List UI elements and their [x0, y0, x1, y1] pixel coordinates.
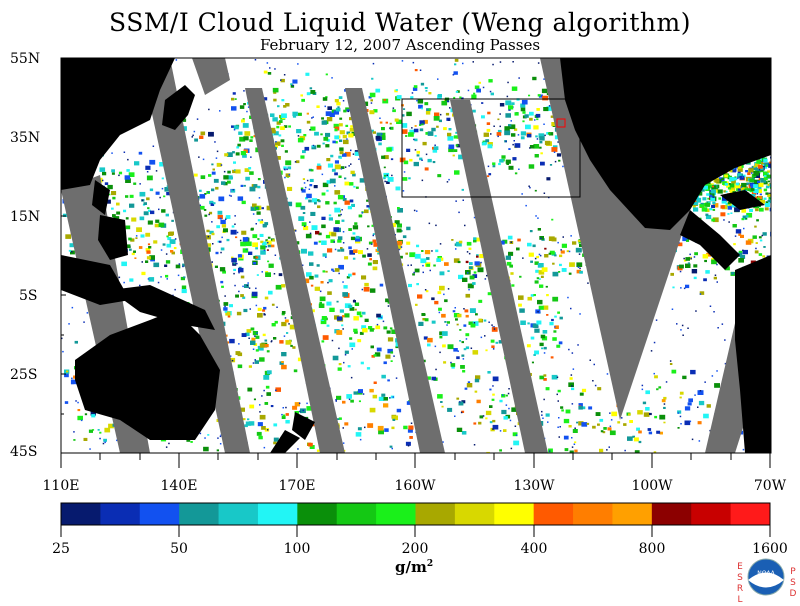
swath-gap-3 [245, 88, 345, 453]
units-base: g/m [395, 558, 427, 576]
lon-label-140e: 140E [160, 478, 198, 494]
noaa-logo-text: NOAA [757, 570, 775, 577]
logo-letter: D [789, 589, 797, 599]
colorbar-label-400: 400 [520, 541, 548, 557]
lat-label-35n: 35N [10, 130, 41, 146]
caribbean-islands [720, 190, 765, 210]
logo-letters-left: E S R L [736, 562, 744, 606]
colorbar-swatch [494, 503, 535, 525]
borneo [61, 255, 130, 305]
colorbar-swatch [218, 503, 259, 525]
asia-mainland [61, 58, 175, 190]
lon-label-100w: 100W [631, 478, 673, 494]
colorbar-ticks [60, 525, 771, 537]
colorbar-swatch [573, 503, 613, 525]
noaa-logo-bird [748, 572, 784, 588]
central-america [680, 210, 740, 270]
land-masses [61, 58, 771, 453]
colorbar [60, 502, 771, 526]
north-america [560, 58, 771, 230]
colorbar-swatch [730, 503, 771, 525]
colorbar-label-200: 200 [401, 541, 429, 557]
colorbar-label-50: 50 [170, 541, 188, 557]
logo-letter: P [790, 567, 796, 577]
swath-gap-2 [140, 58, 250, 453]
lon-label-170e: 170E [278, 478, 316, 494]
colorbar-label-800: 800 [638, 541, 666, 557]
lat-label-25s: 25S [10, 367, 38, 383]
colorbar-label-100: 100 [283, 541, 311, 557]
lat-label-45s: 45S [10, 444, 38, 460]
location-marker [556, 118, 566, 128]
lon-label-130w: 130W [513, 478, 555, 494]
lon-label-70w: 70W [753, 478, 787, 494]
new-guinea [110, 285, 215, 330]
colorbar-swatch [139, 503, 180, 525]
longitude-ticks [60, 453, 771, 468]
swath-gap-5 [450, 100, 548, 453]
logo-letter: S [737, 573, 743, 583]
colorbar-swatch [691, 503, 732, 525]
lat-label-15n: 15N [10, 209, 41, 225]
lat-label-55n: 55N [10, 51, 41, 67]
south-america [735, 255, 771, 453]
map-title: SSM/I Cloud Liquid Water (Weng algorithm… [109, 8, 691, 37]
colorbar-swatch [376, 503, 416, 525]
region-box [401, 98, 581, 198]
logo-letter: S [790, 578, 796, 588]
new-zealand-north [292, 412, 315, 440]
new-zealand-south [270, 430, 300, 453]
colorbar-label-1600: 1600 [752, 541, 788, 557]
logo-letters-right: P S D [789, 567, 797, 600]
noaa-logo: NOAA [747, 558, 785, 596]
colorbar-swatch [651, 503, 692, 525]
latitude-ticks [61, 57, 66, 454]
map-subtitle: February 12, 2007 Ascending Passes [259, 36, 541, 54]
lon-label-110e: 110E [42, 478, 80, 494]
colorbar-swatch [454, 503, 495, 525]
philippines [98, 215, 128, 260]
colorbar-swatch [336, 503, 377, 525]
colorbar-units: g/m2 [395, 558, 433, 576]
colorbar-swatch [533, 503, 574, 525]
units-exponent: 2 [426, 559, 434, 569]
australia [75, 310, 220, 440]
logo-letter: L [737, 595, 743, 605]
colorbar-swatch [257, 503, 298, 525]
colorbar-swatch [415, 503, 456, 525]
colorbar-swatch [100, 503, 141, 525]
colorbar-swatch [179, 503, 220, 525]
taiwan [92, 180, 110, 215]
japan [162, 85, 195, 130]
lon-label-160w: 160W [394, 478, 436, 494]
colorbar-swatch [61, 503, 101, 525]
swath-gap-4 [345, 88, 445, 453]
colorbar-swatch [612, 503, 653, 525]
colorbar-label-25: 25 [52, 541, 70, 557]
swath-gap-8 [192, 58, 230, 95]
colorbar-swatch [297, 503, 338, 525]
logo-letter: R [736, 584, 744, 594]
lat-label-5s: 5S [19, 288, 38, 304]
logo-letter: E [737, 562, 743, 572]
